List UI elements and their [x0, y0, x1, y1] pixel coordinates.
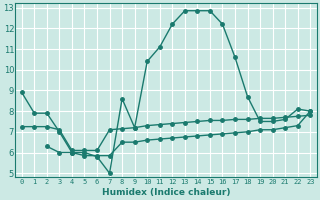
X-axis label: Humidex (Indice chaleur): Humidex (Indice chaleur): [102, 188, 230, 197]
